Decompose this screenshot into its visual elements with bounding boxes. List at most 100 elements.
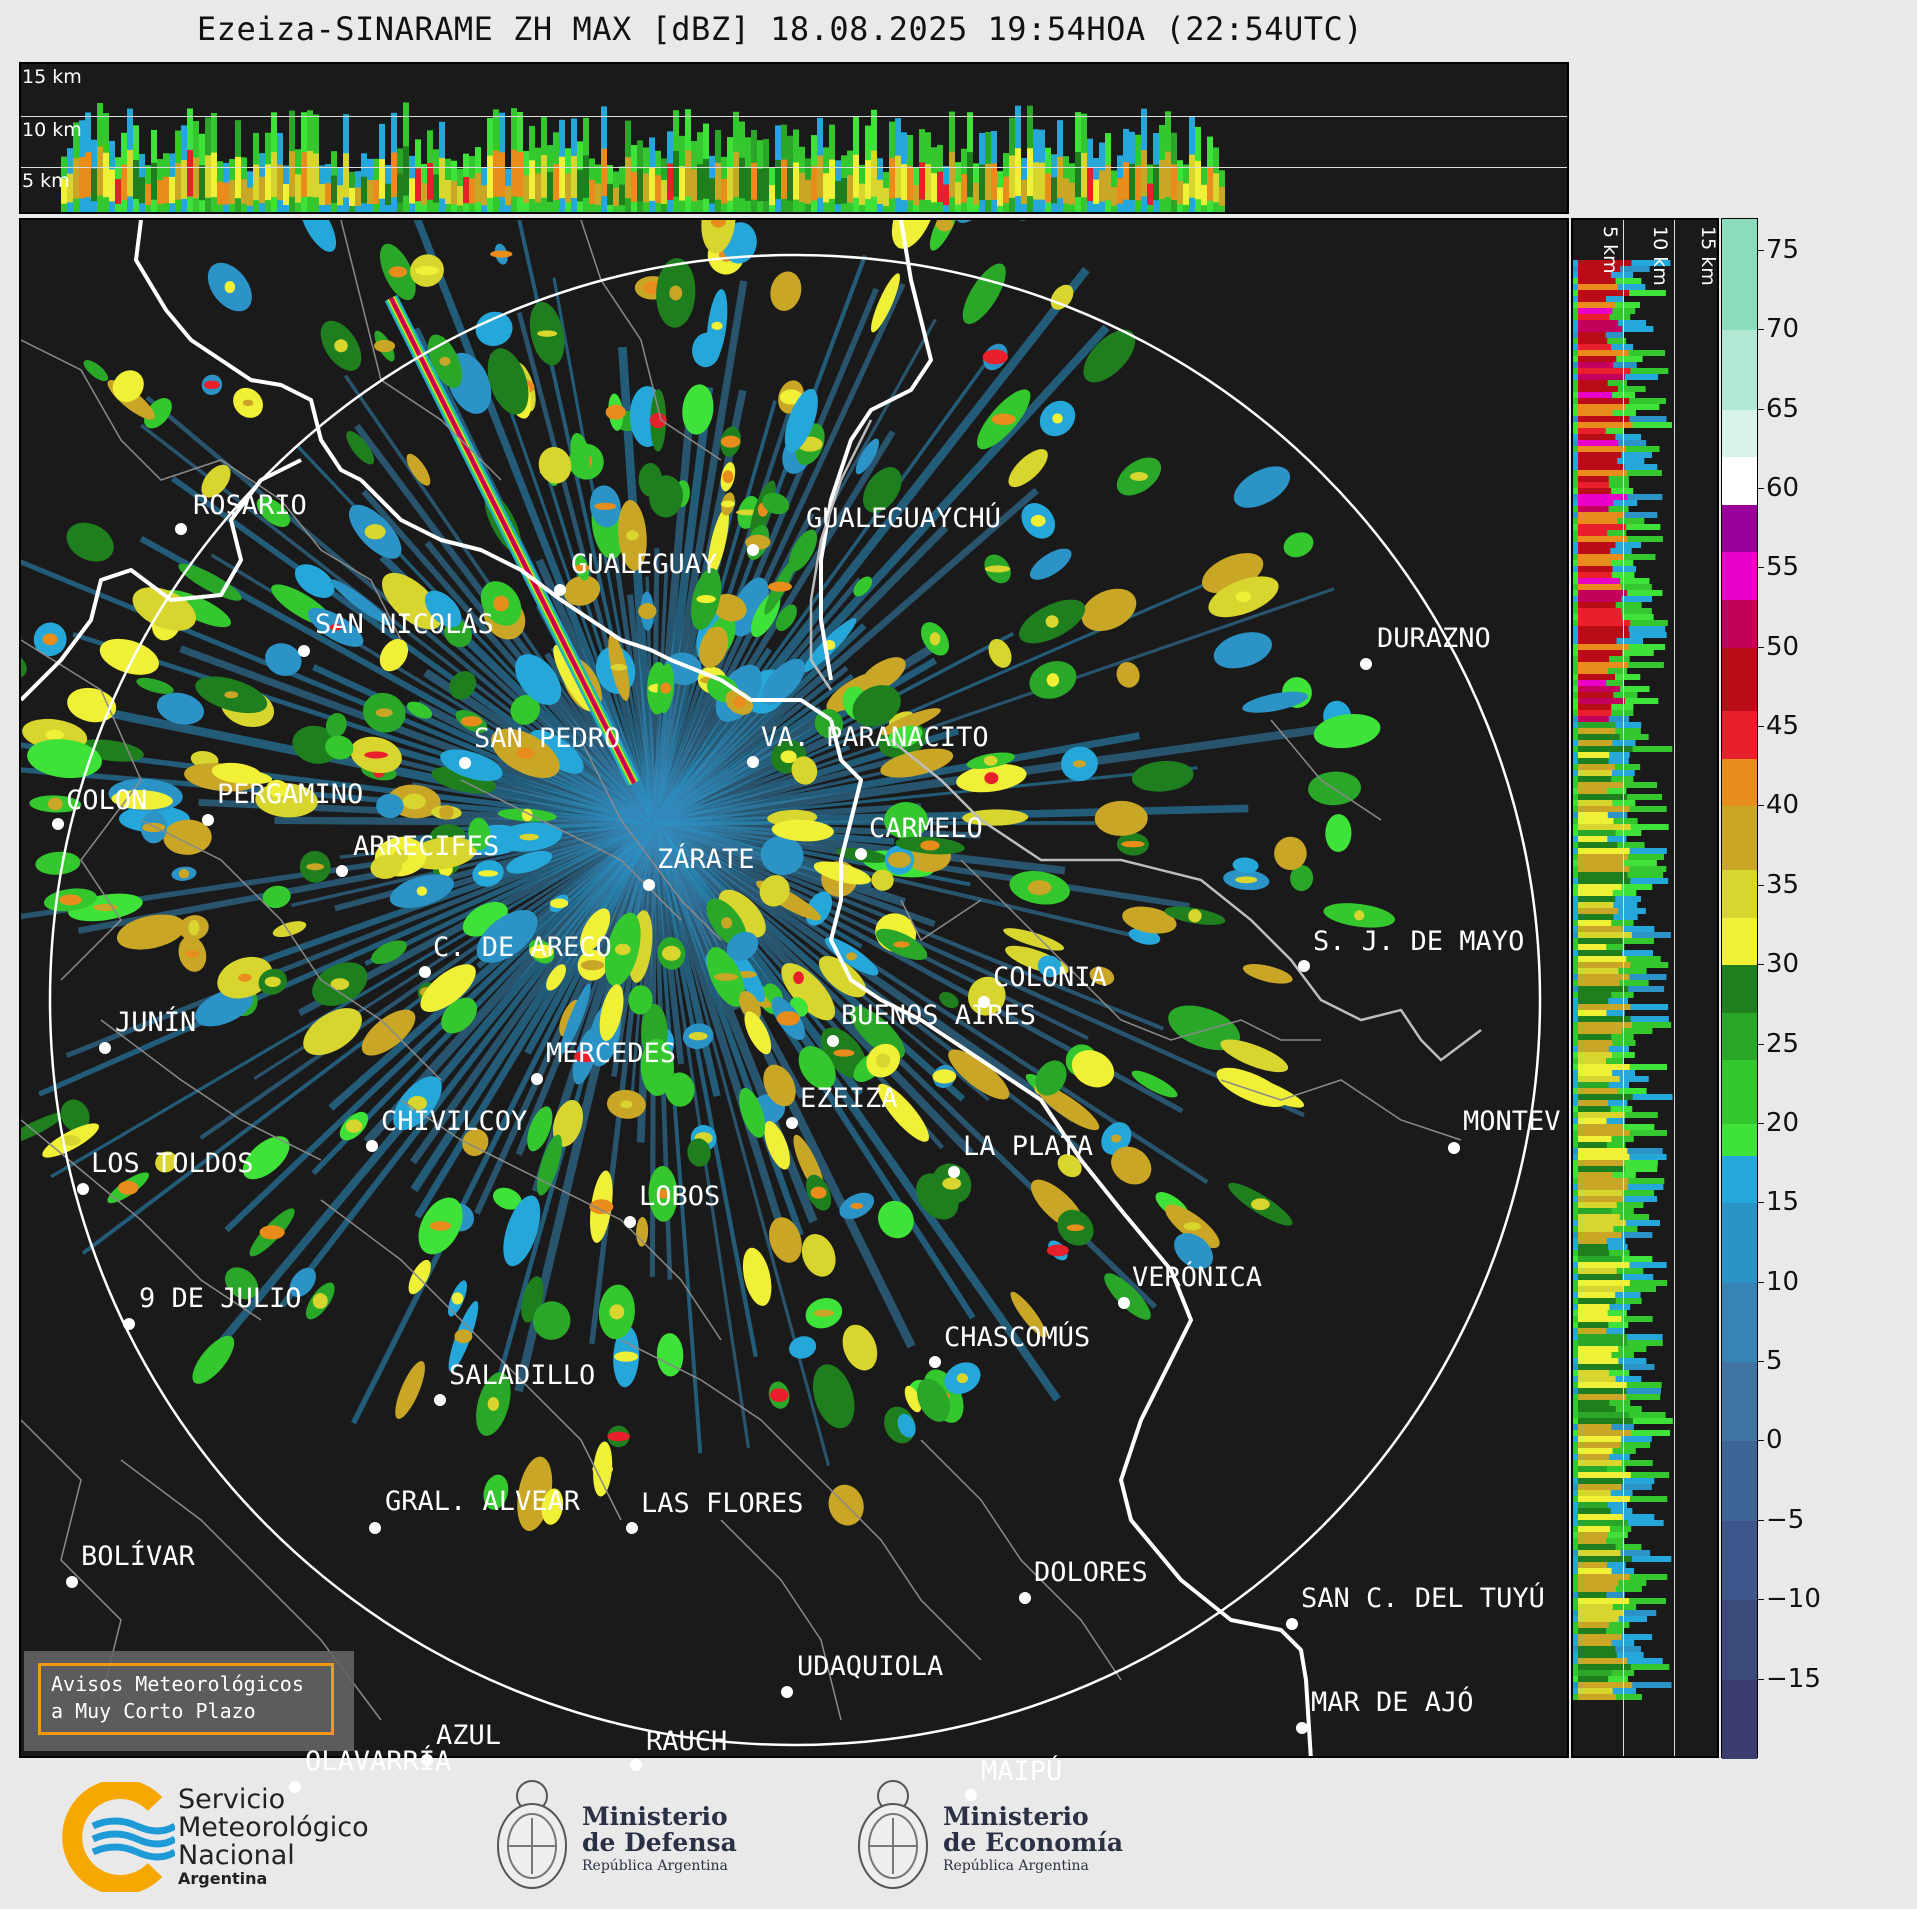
city-marker	[434, 1394, 446, 1406]
city-marker	[747, 756, 759, 768]
chart-title: Ezeiza-SINARAME ZH MAX [dBZ] 18.08.2025 …	[196, 10, 1364, 48]
colorbar-tick-label: 65	[1766, 393, 1800, 424]
colorbar-band	[1722, 965, 1757, 1013]
city-label: CARMELO	[869, 813, 983, 844]
colorbar-band	[1722, 1679, 1757, 1759]
defensa-seal-icon	[492, 1774, 572, 1900]
city-marker	[1360, 658, 1372, 670]
city-label: MAR DE AJÓ	[1311, 1687, 1474, 1718]
radar-map[interactable]	[19, 218, 1569, 1758]
city-marker	[289, 1781, 301, 1793]
city-marker	[929, 1356, 941, 1368]
city-marker	[1448, 1142, 1460, 1154]
colorbar-tick-mark	[1758, 487, 1764, 489]
economia-line-2: de Economía	[943, 1828, 1124, 1857]
city-marker	[336, 865, 348, 877]
colorbar-band	[1722, 219, 1757, 331]
colorbar-tick-mark	[1758, 329, 1764, 331]
colorbar-tick-label: −5	[1766, 1504, 1805, 1535]
city-marker	[66, 1576, 78, 1588]
alert-line-2: a Muy Corto Plazo	[51, 1699, 256, 1723]
colorbar-tick-label: 5	[1766, 1346, 1783, 1377]
city-marker	[531, 1073, 543, 1085]
colorbar-tick-mark	[1758, 1519, 1764, 1521]
city-label: GRAL. ALVEAR	[385, 1486, 581, 1517]
city-marker	[965, 1789, 977, 1801]
colorbar-band	[1722, 552, 1757, 601]
city-label: BUENOS AIRES	[841, 1000, 1037, 1031]
city-label: MAIPÚ	[981, 1756, 1063, 1787]
city-label: LOS TOLDOS	[91, 1148, 254, 1179]
city-label: SALADILLO	[449, 1360, 596, 1391]
colorbar-tick-label: 25	[1766, 1028, 1800, 1059]
city-marker	[1286, 1618, 1298, 1630]
city-marker	[1118, 1297, 1130, 1309]
colorbar-tick-mark	[1758, 884, 1764, 886]
city-label: RAUCH	[646, 1726, 728, 1757]
colorbar-tick-label: 30	[1766, 949, 1800, 980]
colorbar-tick-mark	[1758, 805, 1764, 807]
colorbar-band	[1722, 647, 1757, 712]
city-marker	[99, 1042, 111, 1054]
city-marker	[747, 544, 759, 556]
city-label: PERGAMINO	[217, 779, 364, 810]
city-label: SAN NICOLÁS	[315, 609, 494, 640]
colorbar-tick-label: −15	[1766, 1663, 1821, 1694]
city-marker	[827, 1035, 839, 1047]
city-label: MONTEV	[1463, 1106, 1561, 1137]
colorbar-band	[1722, 1362, 1757, 1442]
range-ring	[48, 253, 1542, 1747]
city-label: UDAQUIOLA	[797, 1651, 944, 1682]
colorbar-tick-mark	[1758, 1440, 1764, 1442]
city-marker	[52, 818, 64, 830]
colorbar-band	[1722, 1441, 1757, 1521]
city-marker	[419, 966, 431, 978]
city-label: GUALEGUAYCHÚ	[806, 503, 1002, 534]
city-marker	[298, 645, 310, 657]
city-label: LOBOS	[639, 1181, 721, 1212]
economia-seal-icon	[853, 1774, 933, 1900]
colorbar-tick-label: 10	[1766, 1266, 1800, 1297]
colorbar-tick-mark	[1758, 1281, 1764, 1283]
colorbar-band	[1722, 1123, 1757, 1156]
alert-box[interactable]: Avisos Meteorológicos a Muy Corto Plazo	[24, 1651, 354, 1751]
colorbar-tick-label: 15	[1766, 1187, 1800, 1218]
city-marker	[1296, 1722, 1308, 1734]
smn-logo-text: Servicio Meteorológico Nacional Argentin…	[178, 1786, 369, 1888]
colorbar-tick-mark	[1758, 1043, 1764, 1045]
colorbar-tick-label: 0	[1766, 1425, 1783, 1456]
footer: Servicio Meteorológico Nacional Argentin…	[0, 1760, 1917, 1909]
colorbar-tick-mark	[1758, 726, 1764, 728]
city-label: DURAZNO	[1377, 623, 1491, 654]
colorbar-band	[1722, 758, 1757, 807]
city-label: OLAVARRÍA	[305, 1746, 452, 1777]
city-marker	[786, 1117, 798, 1129]
colorbar-tick-mark	[1758, 567, 1764, 569]
city-marker	[630, 1759, 642, 1771]
colorbar-band	[1722, 600, 1757, 648]
colorbar-tick-label: 20	[1766, 1107, 1800, 1138]
colorbar-band	[1722, 1155, 1757, 1204]
alert-button[interactable]: Avisos Meteorológicos a Muy Corto Plazo	[38, 1663, 334, 1735]
economia-line-1: Ministerio	[943, 1802, 1089, 1831]
smn-line-2: Meteorológico	[178, 1812, 369, 1843]
city-marker	[624, 1216, 636, 1228]
height-label-15km: 15 km	[22, 66, 82, 88]
colorbar-tick-label: 55	[1766, 552, 1800, 583]
city-marker	[781, 1686, 793, 1698]
top-cross-section: 15 km 10 km 5 km	[19, 62, 1569, 214]
city-marker	[554, 584, 566, 596]
city-marker	[123, 1318, 135, 1330]
city-label: COLONIA	[993, 962, 1107, 993]
side-cross-section: 5 km 10 km 15 km	[1571, 218, 1719, 1758]
top-echo-layer	[61, 102, 1225, 212]
city-label: C. DE ARECO	[433, 932, 612, 963]
city-label: COLON	[66, 785, 148, 816]
city-label: ROSARIO	[193, 490, 307, 521]
colorbar-tick-mark	[1758, 1599, 1764, 1601]
colorbar-band	[1722, 711, 1757, 759]
colorbar-band	[1722, 917, 1757, 966]
colorbar-tick-mark	[1758, 408, 1764, 410]
height-label-5km-side: 5 km	[1599, 226, 1621, 274]
city-label: SAN PEDRO	[474, 723, 621, 754]
